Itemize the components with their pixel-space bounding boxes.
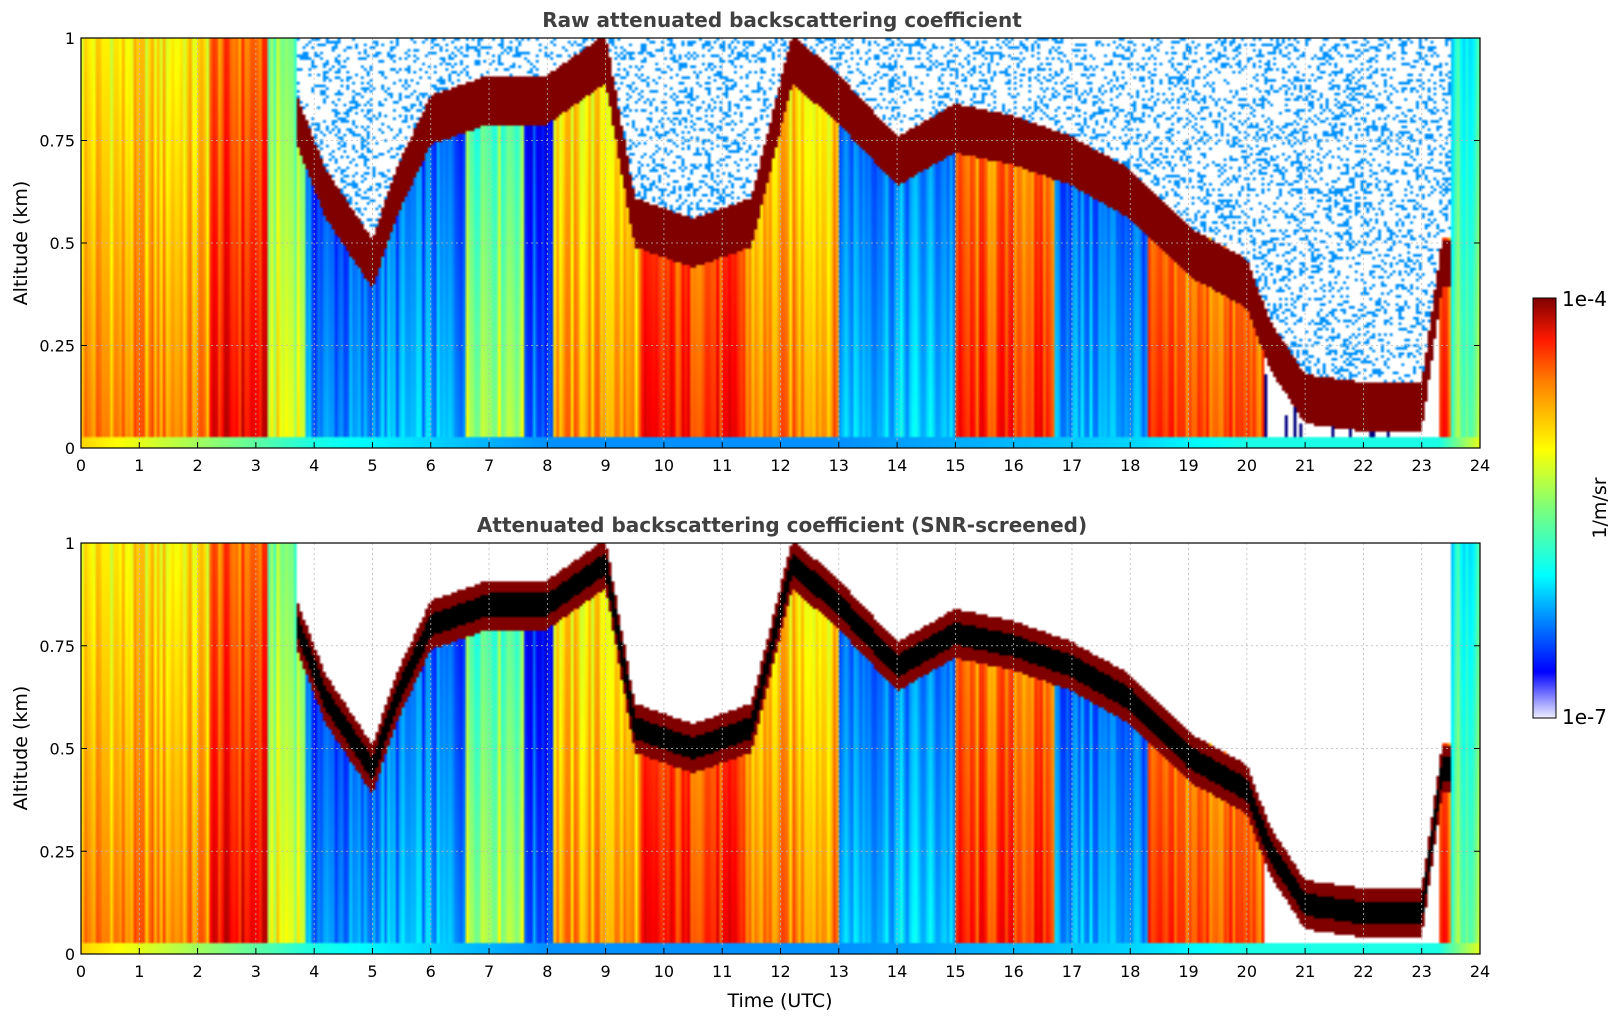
top-grid	[81, 38, 1480, 448]
colorbar-min-label: 1e-7	[1562, 705, 1607, 729]
y-tick-label: 0	[65, 439, 75, 458]
x-tick-label: 17	[1062, 456, 1082, 475]
x-tick-label: 17	[1062, 962, 1082, 981]
x-tick-label: 11	[712, 456, 732, 475]
x-tick-label: 10	[654, 456, 674, 475]
x-tick-label: 20	[1237, 962, 1257, 981]
x-tick-label: 10	[654, 962, 674, 981]
y-tick-label: 1	[65, 534, 75, 553]
top-panel-title: Raw attenuated backscattering coefficien…	[542, 8, 1022, 32]
x-tick-label: 14	[887, 456, 907, 475]
x-tick-label: 14	[887, 962, 907, 981]
x-tick-label: 16	[1003, 962, 1023, 981]
x-tick-label: 13	[829, 456, 849, 475]
x-tick-label: 21	[1295, 456, 1315, 475]
y-tick-label: 0.25	[39, 337, 75, 356]
x-tick-label: 3	[251, 962, 261, 981]
bottom-panel: 0 1 2 3 4 5 6 7 8 9 10 11 12 13 14 15 16 17 18 19 20 21 22 23 24…	[39, 534, 1490, 981]
x-tick-label: 20	[1237, 456, 1257, 475]
y-tick-label: 0.25	[39, 842, 75, 861]
y-tick-label: 0	[65, 945, 75, 964]
x-tick-label: 4	[309, 962, 319, 981]
x-tick-label: 2	[192, 456, 202, 475]
x-tick-label: 16	[1003, 456, 1023, 475]
x-tick-label: 6	[426, 456, 436, 475]
x-tick-label: 15	[945, 456, 965, 475]
y-tick-label: 0.5	[50, 740, 75, 759]
colorbar-max-label: 1e-4	[1562, 287, 1607, 311]
x-tick-label: 23	[1412, 962, 1432, 981]
x-tick-label: 24	[1470, 456, 1490, 475]
x-tick-label: 11	[712, 962, 732, 981]
y-tick-label: 0.75	[39, 637, 75, 656]
y-tick-label: 0.75	[39, 132, 75, 151]
bottom-axis-ticks: 0 1 2 3 4 5 6 7 8 9 10 11 12 13 14 15 16 17 18 19 20 21 22 23 24…	[39, 534, 1490, 981]
x-tick-label: 1	[134, 456, 144, 475]
colorbar-unit-label: 1/m/sr	[1589, 477, 1611, 538]
y-tick-label: 1	[65, 29, 75, 48]
x-tick-label: 15	[945, 962, 965, 981]
x-tick-label: 19	[1178, 456, 1198, 475]
x-tick-label: 6	[426, 962, 436, 981]
bottom-grid	[81, 543, 1480, 954]
top-axis-ticks: 0 1 2 3 4 5 6 7 8 9 10 11 12 13 14 15 16 17 18 19 20 21 22 23 24…	[39, 29, 1490, 475]
colorbar-gradient	[1532, 297, 1557, 719]
x-tick-label: 8	[542, 456, 552, 475]
x-tick-label: 1	[134, 962, 144, 981]
y-tick-label: 0.5	[50, 234, 75, 253]
x-tick-label: 19	[1178, 962, 1198, 981]
x-tick-label: 9	[601, 962, 611, 981]
x-tick-label: 7	[484, 962, 494, 981]
x-tick-label: 9	[601, 456, 611, 475]
x-tick-label: 5	[367, 962, 377, 981]
x-tick-label: 18	[1120, 962, 1140, 981]
x-tick-label: 5	[367, 456, 377, 475]
bottom-y-axis-label: Altitude (km)	[10, 686, 32, 811]
x-tick-label: 0	[76, 456, 86, 475]
x-tick-label: 7	[484, 456, 494, 475]
top-panel: 0 1 2 3 4 5 6 7 8 9 10 11 12 13 14 15 16 17 18 19 20 21 22 23 24…	[39, 29, 1490, 475]
top-y-axis-label: Altitude (km)	[10, 181, 32, 306]
x-axis-label: Time (UTC)	[726, 990, 832, 1012]
x-tick-label: 23	[1412, 456, 1432, 475]
x-tick-label: 22	[1353, 456, 1373, 475]
x-tick-label: 21	[1295, 962, 1315, 981]
x-tick-label: 12	[770, 456, 790, 475]
x-tick-label: 13	[829, 962, 849, 981]
x-tick-label: 2	[192, 962, 202, 981]
x-tick-label: 24	[1470, 962, 1490, 981]
bottom-panel-title: Attenuated backscattering coefficient (S…	[477, 513, 1087, 537]
x-tick-label: 8	[542, 962, 552, 981]
x-tick-label: 0	[76, 962, 86, 981]
x-tick-label: 12	[770, 962, 790, 981]
colorbar: 1e-4 1e-7 1/m/sr	[1532, 287, 1611, 729]
x-tick-label: 22	[1353, 962, 1373, 981]
x-tick-label: 18	[1120, 456, 1140, 475]
x-tick-label: 4	[309, 456, 319, 475]
x-tick-label: 3	[251, 456, 261, 475]
